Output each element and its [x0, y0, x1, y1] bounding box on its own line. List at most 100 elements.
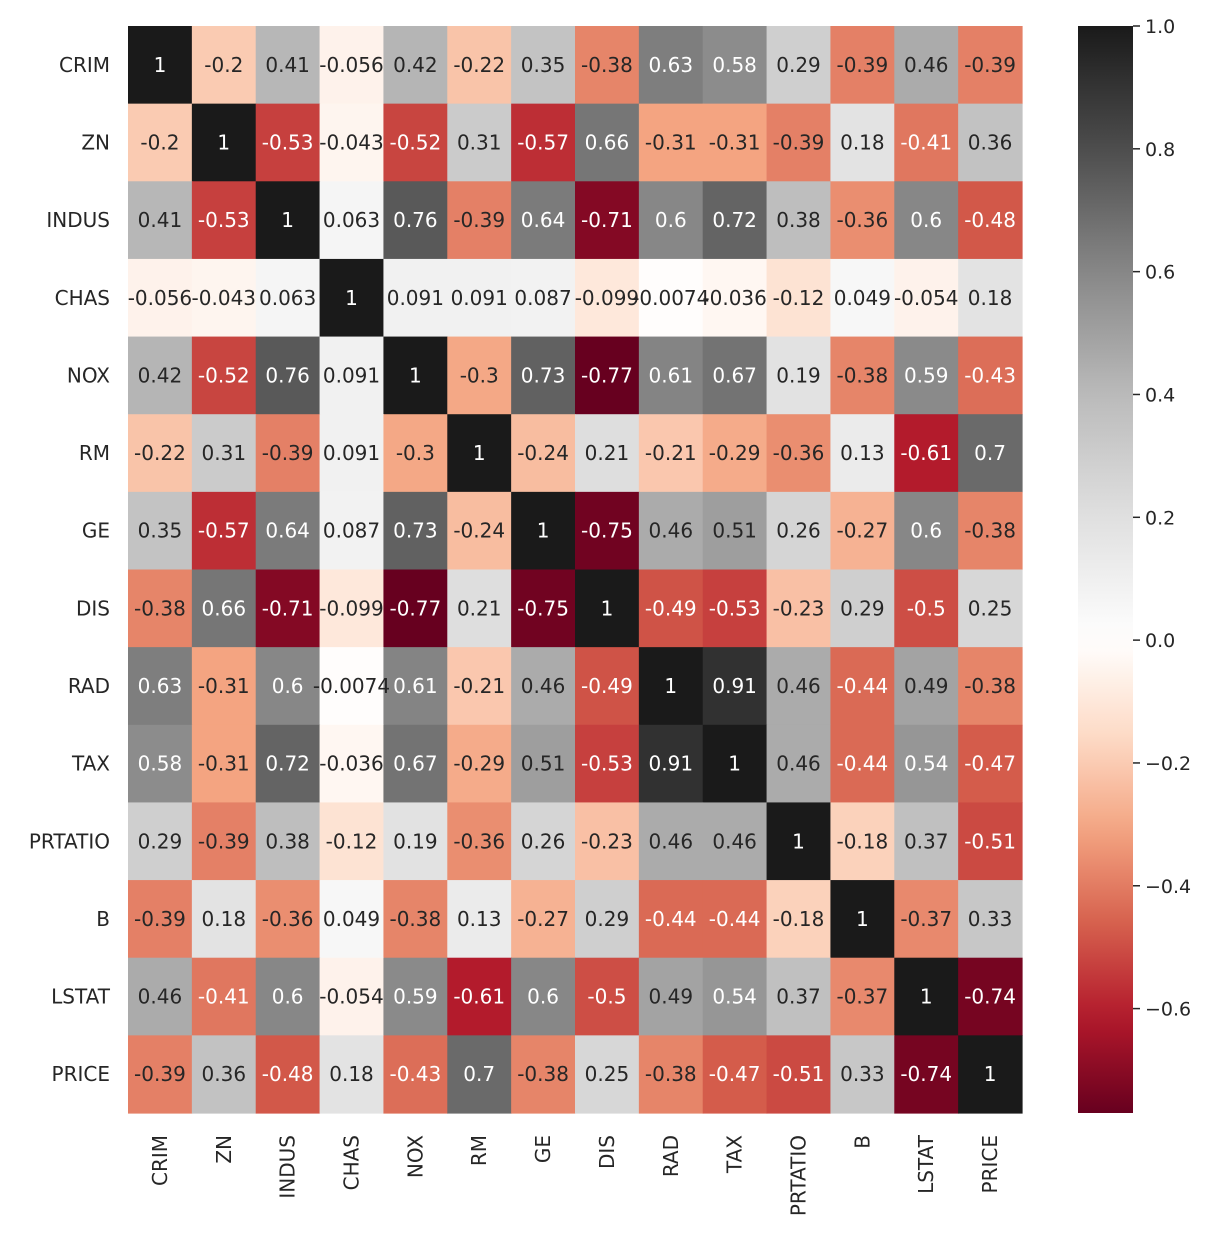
heatmap-cell: [958, 26, 1023, 105]
heatmap-cell: [383, 491, 448, 571]
cell-value-label: -0.29: [709, 441, 761, 465]
cell-value-label: -0.39: [773, 130, 825, 154]
cell-value-label: -0.36: [836, 208, 888, 232]
cell-value-label: -0.043: [319, 130, 383, 154]
heatmap-cell: [511, 26, 576, 105]
heatmap-cell: [447, 103, 512, 182]
cell-value-label: 0.7: [463, 1062, 495, 1086]
cell-value-label: 0.91: [712, 674, 757, 698]
heatmap-cell: [766, 336, 832, 415]
cell-value-label: 1: [984, 1062, 997, 1086]
heatmap-cell: [830, 802, 895, 881]
heatmap-cell: [702, 724, 768, 804]
heatmap-cell: [319, 258, 385, 338]
heatmap-cell: [958, 103, 1023, 182]
heatmap-cell: [191, 724, 257, 804]
cell-value-label: 0.049: [323, 907, 380, 931]
cell-value-label: 0.18: [840, 130, 885, 154]
cell-value-label: -0.22: [453, 53, 505, 77]
heatmap-cell: [766, 802, 832, 881]
heatmap-cell: [319, 569, 385, 648]
heatmap-cell: [511, 880, 576, 959]
cell-value-label: 1: [920, 985, 933, 1009]
cell-value-label: -0.47: [709, 1062, 761, 1086]
heatmap-cell: [191, 258, 257, 338]
heatmap-cell: [128, 802, 193, 881]
heatmap-cell: [638, 103, 704, 182]
cell-value-label: -0.39: [134, 907, 186, 931]
heatmap-cell: [766, 103, 832, 182]
cell-value-label: -0.38: [517, 1062, 569, 1086]
cell-value-label: 0.46: [649, 519, 694, 543]
cell-value-label: 0.049: [834, 286, 891, 310]
cell-value-label: -0.12: [773, 286, 825, 310]
x-tick-label: GE: [531, 1135, 555, 1163]
heatmap-cell: [191, 1035, 257, 1114]
cell-value-label: -0.056: [319, 53, 383, 77]
cell-value-label: 0.6: [272, 674, 304, 698]
colorbar-tick-label: 0.4: [1145, 384, 1175, 406]
cell-value-label: -0.39: [964, 53, 1016, 77]
colorbar-ticks: 1.0 0.8 0.6 0.4 0.2 0.0 −0.2 −0.4 −0.6: [1133, 16, 1191, 1021]
x-tick-label: TAX: [723, 1135, 747, 1174]
heatmap-cell: [958, 569, 1023, 648]
heatmap-cell: [702, 181, 768, 260]
y-tick-label: ZN: [81, 130, 110, 154]
cell-value-label: 0.38: [776, 208, 821, 232]
cell-value-label: -0.5: [907, 596, 946, 620]
cell-value-label: 0.7: [974, 441, 1006, 465]
cell-value-label: -0.41: [198, 985, 250, 1009]
cell-value-label: 0.13: [457, 907, 502, 931]
y-tick-label: CRIM: [59, 53, 110, 77]
cell-value-label: 0.67: [393, 752, 438, 776]
heatmap-cell: [766, 258, 832, 338]
cell-value-label: 0.091: [387, 286, 444, 310]
cell-value-label: -0.77: [581, 363, 633, 387]
heatmap-cell: [575, 957, 640, 1036]
heatmap-cell: [638, 336, 704, 415]
cell-value-label: -0.37: [836, 985, 888, 1009]
heatmap-cell: [830, 491, 895, 571]
cell-value-label: -0.27: [517, 907, 569, 931]
x-tick-label: CRIM: [148, 1135, 172, 1186]
heatmap-cell: [255, 491, 321, 571]
cell-value-label: -0.61: [453, 985, 505, 1009]
heatmap-cell: [447, 880, 512, 959]
cell-value-label: 1: [792, 829, 805, 853]
cell-value-label: 0.21: [585, 441, 630, 465]
heatmap-cell: [128, 569, 193, 648]
cell-value-label: 0.26: [521, 829, 566, 853]
heatmap-cell: [128, 414, 193, 493]
heatmap-cell: [511, 957, 576, 1036]
heatmap-cell: [128, 880, 193, 959]
heatmap-cell: [958, 647, 1023, 726]
y-tick-label: NOX: [67, 363, 110, 387]
y-tick-label: B: [96, 907, 110, 931]
heatmap-cell: [511, 647, 576, 726]
cell-value-label: 0.76: [265, 363, 310, 387]
heatmap-cell: [128, 1035, 193, 1114]
heatmap-cell: [830, 26, 895, 105]
heatmap-cell: [319, 491, 385, 571]
heatmap-cell: [958, 258, 1023, 338]
cell-value-label: 0.36: [968, 130, 1013, 154]
heatmap-cell: [702, 491, 768, 571]
cell-value-label: 0.6: [910, 208, 942, 232]
heatmap-cell: [255, 802, 321, 881]
heatmap-cell: [128, 103, 193, 182]
cell-value-label: -0.22: [134, 441, 186, 465]
cell-value-label: 0.29: [585, 907, 630, 931]
cell-value-label: 0.54: [904, 752, 949, 776]
cell-value-label: 1: [473, 441, 486, 465]
heatmap-cell: [319, 724, 385, 804]
x-tick-label: CHAS: [340, 1135, 364, 1190]
cell-value-label: -0.43: [389, 1062, 441, 1086]
heatmap-cell: [383, 181, 448, 260]
heatmap-cell: [894, 957, 959, 1036]
heatmap-cell: [894, 1035, 959, 1114]
heatmap-cell: [638, 258, 704, 338]
heatmap-cell: [830, 336, 895, 415]
heatmap-cell: [766, 181, 832, 260]
cell-value-label: 1: [409, 363, 422, 387]
colorbar-tick-label: 0.8: [1145, 139, 1175, 161]
